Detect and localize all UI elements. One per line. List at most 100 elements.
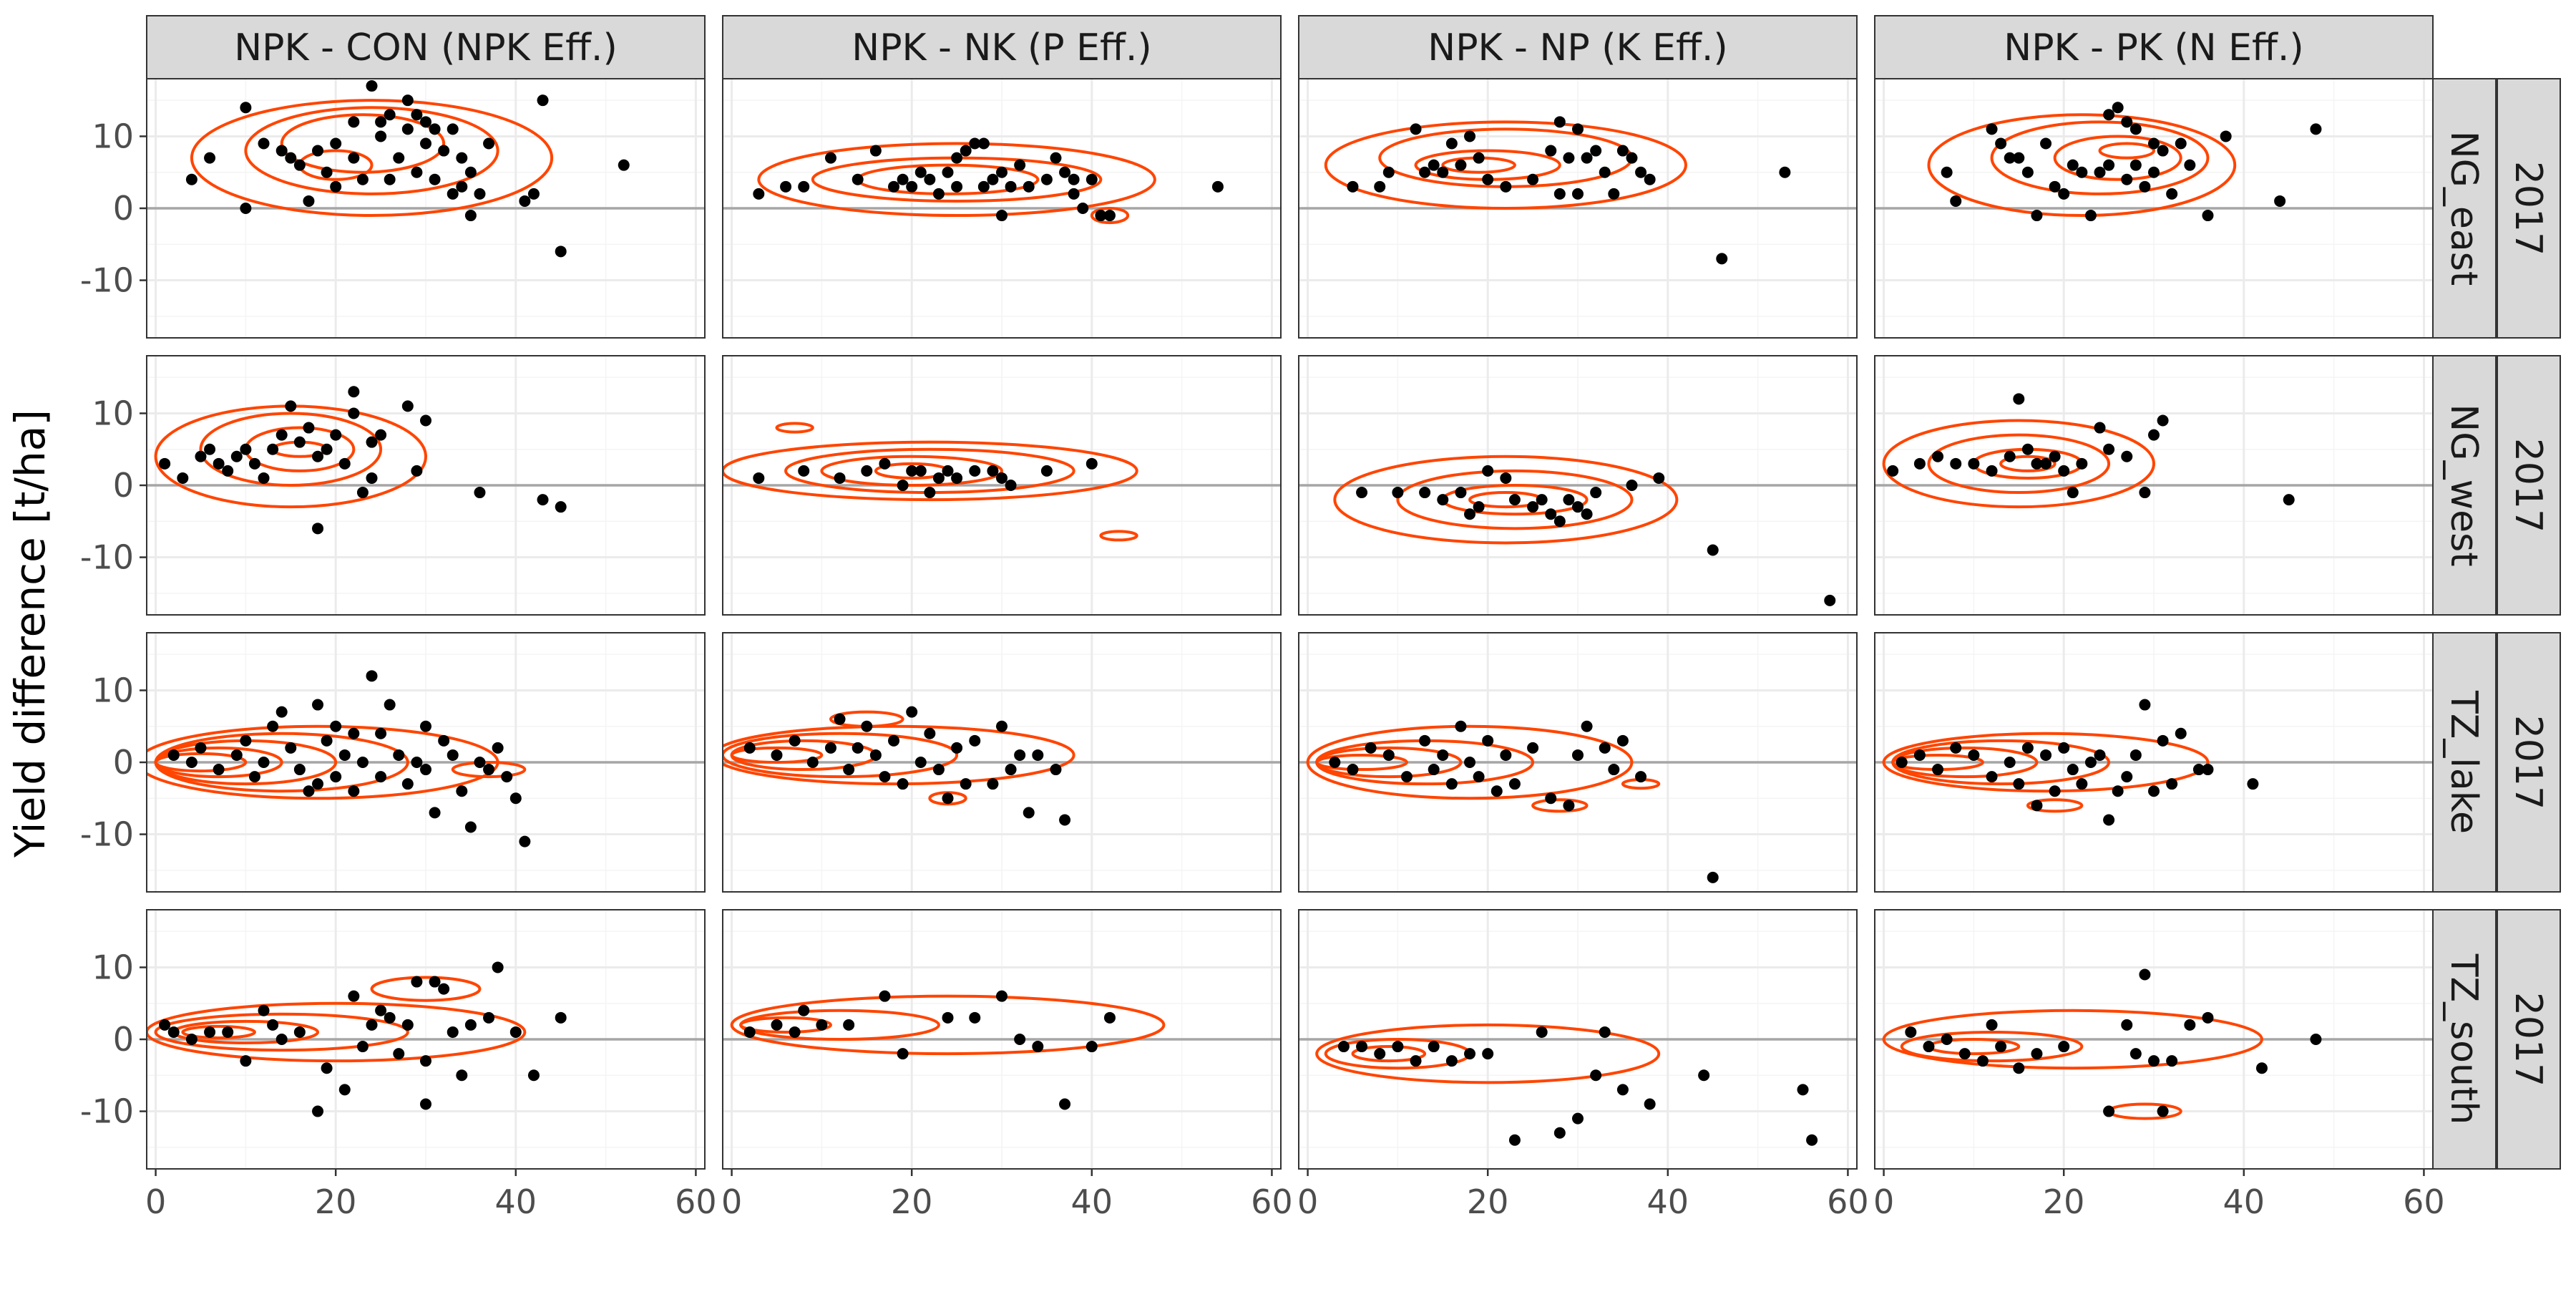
data-point xyxy=(2192,764,2205,776)
data-point xyxy=(2121,771,2133,783)
data-point xyxy=(429,123,441,135)
data-point xyxy=(1392,1041,1404,1053)
data-point xyxy=(275,706,288,718)
data-point xyxy=(447,749,459,761)
data-point xyxy=(366,1019,378,1031)
data-point xyxy=(2139,487,2151,499)
data-point xyxy=(356,173,369,185)
data-point xyxy=(753,472,765,484)
density-contour xyxy=(1090,207,1130,225)
data-point xyxy=(555,1011,567,1024)
density-contour xyxy=(820,455,1004,487)
data-point xyxy=(1616,1084,1629,1096)
panel-border xyxy=(1298,909,1858,1170)
data-point xyxy=(1445,778,1458,790)
data-point xyxy=(195,450,207,462)
data-point xyxy=(177,472,189,484)
data-point xyxy=(951,152,963,164)
data-point xyxy=(932,472,945,484)
data-point xyxy=(401,778,414,790)
facet-panel xyxy=(722,355,1282,616)
panel-border xyxy=(722,355,1282,616)
y-axis-title: Yield difference [t/ha] xyxy=(6,409,54,858)
data-point xyxy=(2139,699,2151,711)
data-point xyxy=(1527,742,1539,754)
data-point xyxy=(743,1026,756,1038)
data-point xyxy=(366,80,378,92)
density-contour xyxy=(1882,419,2155,509)
data-point xyxy=(2031,1048,2043,1060)
data-point xyxy=(1464,130,1476,142)
data-point xyxy=(258,137,270,150)
data-point xyxy=(2058,1041,2070,1053)
data-point xyxy=(1482,465,1494,477)
data-point xyxy=(1986,1019,1998,1031)
data-point xyxy=(2166,778,2178,790)
density-contour xyxy=(2098,142,2155,160)
data-point xyxy=(401,94,414,107)
data-point xyxy=(366,472,378,484)
data-point xyxy=(555,501,567,513)
data-point xyxy=(1023,807,1035,819)
y-tick-label: 10 xyxy=(92,948,134,986)
facet-panel xyxy=(1874,909,2434,1170)
facet-panel xyxy=(1298,909,1858,1170)
data-point xyxy=(321,443,333,455)
data-point xyxy=(312,145,324,157)
data-point xyxy=(1563,152,1575,164)
density-contour xyxy=(2053,135,2182,181)
row-strip-year-label: 2017 xyxy=(2507,161,2550,256)
data-point xyxy=(1599,742,1611,754)
data-point xyxy=(996,990,1008,1002)
density-contour xyxy=(723,440,1138,502)
data-point xyxy=(2247,778,2259,790)
data-point xyxy=(2129,123,2142,135)
data-point xyxy=(1400,771,1413,783)
data-point xyxy=(492,961,504,973)
data-point xyxy=(2013,152,2025,164)
data-point xyxy=(2202,210,2214,222)
data-point xyxy=(2121,450,2133,462)
density-contour xyxy=(1351,1045,1427,1063)
y-tick-label: 10 xyxy=(92,394,134,432)
data-point xyxy=(356,1041,369,1053)
data-point xyxy=(1616,734,1629,747)
data-point xyxy=(1545,145,1557,157)
density-contour xyxy=(1882,1009,2263,1070)
data-point xyxy=(537,494,549,506)
x-tick-label: 0 xyxy=(1297,1182,1318,1221)
panel-plot-area xyxy=(1875,633,2433,892)
data-point xyxy=(969,1011,981,1024)
data-point xyxy=(2076,457,2088,470)
y-tick-label: 0 xyxy=(113,743,134,782)
density-contour xyxy=(2026,798,2084,813)
data-point xyxy=(1545,792,1557,805)
panel-plot-area xyxy=(723,79,1281,338)
data-point xyxy=(798,1004,810,1016)
panel-border xyxy=(722,909,1282,1170)
data-point xyxy=(509,792,522,805)
data-point xyxy=(213,457,225,470)
data-point xyxy=(240,1055,252,1067)
data-point xyxy=(464,210,477,222)
data-point xyxy=(1473,771,1485,783)
data-point xyxy=(2310,123,2322,135)
data-point xyxy=(348,116,360,128)
data-point xyxy=(1626,480,1638,491)
density-contour xyxy=(730,994,1166,1056)
row-strip-region-label: TZ_south xyxy=(2442,953,2485,1125)
density-contour xyxy=(1882,732,2210,793)
data-point xyxy=(1005,764,1017,776)
data-point xyxy=(869,145,882,157)
density-contour xyxy=(370,976,482,1002)
data-point xyxy=(384,699,396,711)
panel-border xyxy=(1298,78,1858,339)
data-point xyxy=(411,166,423,178)
density-contour xyxy=(1306,724,1634,800)
x-tick-label: 60 xyxy=(1827,1182,1869,1221)
data-point xyxy=(834,472,846,484)
data-point xyxy=(393,749,405,761)
data-point xyxy=(375,1004,387,1016)
density-contour xyxy=(1396,469,1634,530)
data-point xyxy=(2004,450,2016,462)
